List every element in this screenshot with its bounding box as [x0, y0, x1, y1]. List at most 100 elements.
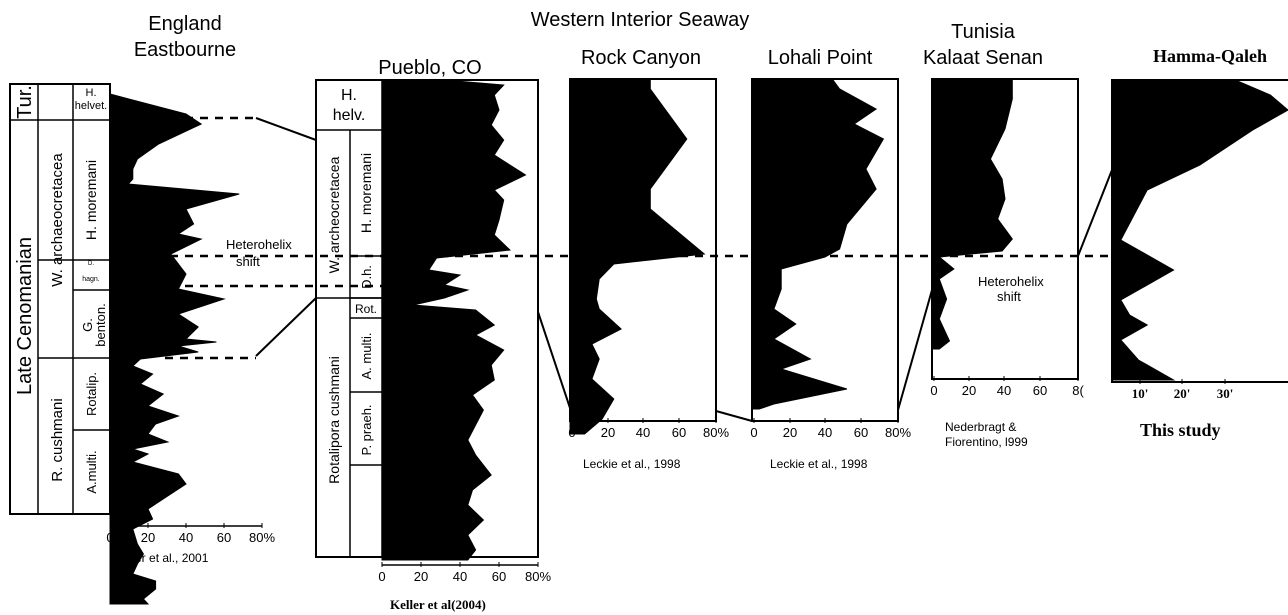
- zone-g-benton-1: G.: [80, 318, 95, 332]
- axis-ticks: 0 20 40 60 80%: [106, 523, 275, 545]
- correlation-line: [897, 289, 933, 411]
- section-pueblo: Pueblo, CO H. helv. W. archeocretacea H.…: [315, 57, 551, 612]
- correlation-lines: [255, 117, 1113, 422]
- abundance-fill: [109, 93, 240, 605]
- zone-rot: Rot.: [355, 302, 377, 316]
- tick-label: 80%: [885, 425, 911, 440]
- shift-label-line-1: Heterohelix: [978, 274, 1044, 289]
- zone-a-multi: A.multi.: [84, 450, 99, 493]
- zone-h-moremani: H. moremani: [358, 153, 374, 233]
- zone-h-helvet-1: H.: [86, 87, 97, 99]
- title-line-2: Eastbourne: [134, 39, 236, 61]
- tick-label: 0: [378, 569, 385, 584]
- citation: Leckie et al., 1998: [770, 457, 868, 471]
- tick-label: 80%: [703, 425, 729, 440]
- zone-p-praeh: P. praeh.: [359, 404, 374, 455]
- shift-label-line-2: shift: [236, 254, 260, 269]
- citation: This study: [1140, 420, 1221, 440]
- axis-ticks: 0 20 40 60 80%: [750, 418, 911, 440]
- citation: Leckie et al., 1998: [583, 457, 681, 471]
- title: Rock Canyon: [581, 47, 701, 69]
- stage-tur: Tur.: [14, 85, 36, 119]
- tick-label: 80%: [249, 530, 275, 545]
- section-hamma-qaleh: Hamma-Qaleh 10' 20' 30' This study: [1111, 46, 1288, 440]
- abundance-fill: [1111, 79, 1288, 381]
- citation-line-2: Fiorentino, l999: [945, 435, 1028, 449]
- section-eastbourne: England Eastbourne Tur. Late Cenomanian …: [9, 13, 292, 605]
- abundance-curve: [751, 78, 885, 410]
- axis-ticks: 0 20 40 60 8(: [930, 376, 1084, 398]
- abundance-fill: [751, 78, 885, 410]
- tick-label: 40: [453, 569, 467, 584]
- tick-label: 60: [1033, 383, 1047, 398]
- stage-late-cenomanian: Late Cenomanian: [14, 237, 36, 395]
- abundance-curve: [381, 79, 527, 561]
- tick-label: 10': [1132, 386, 1149, 401]
- axis-ticks: 0 20 40 60 80%: [568, 418, 729, 440]
- tick-label: 60: [854, 425, 868, 440]
- tick-label: 8(: [1072, 383, 1084, 398]
- group-title: Western Interior Seaway: [531, 9, 750, 31]
- tick-label: 0: [930, 383, 937, 398]
- zone-h-moremani: H. moremani: [83, 160, 99, 240]
- zone-w-archaeocretacea: W. archaeocretacea: [49, 153, 66, 287]
- citation: Keller et al(2004): [390, 597, 486, 612]
- zone-r-cushmani: R. cushmani: [49, 398, 66, 481]
- shift-label-line-2: shift: [997, 289, 1021, 304]
- correlation-line: [1077, 169, 1113, 257]
- dashed-horizons: [110, 116, 1112, 360]
- tick-label: 40: [636, 425, 650, 440]
- axis-ticks: 0 20 40 60 80%: [378, 562, 551, 584]
- section-kalaat-senan: Tunisia Kalaat Senan 0 20 40 60 8( Nederbrag…: [923, 21, 1085, 449]
- section-lohali-point: Lohali Point 0 20 40 60 80% Leckie et al., 1…: [750, 47, 911, 471]
- tick-label: 80%: [525, 569, 551, 584]
- title: Pueblo, CO: [378, 57, 481, 79]
- tick-label: 20: [962, 383, 976, 398]
- zone-rotalipora-cushmani: Rotalipora cushmani: [326, 356, 342, 484]
- zone-g-benton-2: benton.: [93, 303, 108, 346]
- tick-label: 40: [818, 425, 832, 440]
- title: Hamma-Qaleh: [1153, 46, 1267, 66]
- abundance-curve: [109, 93, 240, 605]
- zone-h-helvet-2: helvet.: [75, 100, 107, 112]
- abundance-fill: [381, 79, 527, 561]
- zone-d-hagn-2: hagn.: [82, 276, 100, 283]
- shift-label-line-1: Heterohelix: [226, 237, 292, 252]
- citation-line-1: Nederbragt &: [945, 420, 1016, 434]
- zone-a-multi: A. multi.: [359, 333, 374, 380]
- citation: Keller et al., 2001: [115, 551, 209, 565]
- title-line-1: Tunisia: [951, 21, 1016, 43]
- abundance-curve: [931, 78, 1013, 350]
- correlation-line: [255, 297, 317, 357]
- tick-label: 60: [217, 530, 231, 545]
- title: Lohali Point: [768, 47, 873, 69]
- tick-label: 20: [601, 425, 615, 440]
- title-line-2: Kalaat Senan: [923, 47, 1043, 69]
- tick-label: 0: [750, 425, 757, 440]
- tick-label: 20: [783, 425, 797, 440]
- abundance-fill: [931, 78, 1013, 350]
- zone-dh: D.h.: [359, 265, 374, 289]
- correlation-line: [255, 117, 317, 141]
- tick-label: 20': [1174, 386, 1191, 401]
- zone-h-helv-2: helv.: [333, 107, 366, 124]
- tick-label: 30': [1217, 386, 1234, 401]
- tick-label: 20: [141, 530, 155, 545]
- tick-label: 0: [106, 530, 113, 545]
- correlation-line: [537, 311, 571, 409]
- axis-ticks: 10' 20' 30': [1132, 379, 1234, 401]
- tick-label: 40: [179, 530, 193, 545]
- zone-rotalip: Rotalip.: [84, 372, 99, 416]
- title-line-1: England: [148, 13, 221, 35]
- tick-label: 20: [414, 569, 428, 584]
- zone-d-hagn-1: D.: [88, 261, 94, 267]
- tick-label: 60: [492, 569, 506, 584]
- tick-label: 60: [672, 425, 686, 440]
- zone-w-archeocretacea: W. archeocretacea: [326, 156, 342, 273]
- zone-h-helv-1: H.: [341, 87, 357, 104]
- section-rock-canyon: Rock Canyon 0 20 40 60 80% Leckie et al., 19…: [568, 47, 729, 471]
- abundance-curve: [1111, 79, 1288, 381]
- tick-label: 0: [568, 425, 575, 440]
- correlation-line: [715, 410, 753, 422]
